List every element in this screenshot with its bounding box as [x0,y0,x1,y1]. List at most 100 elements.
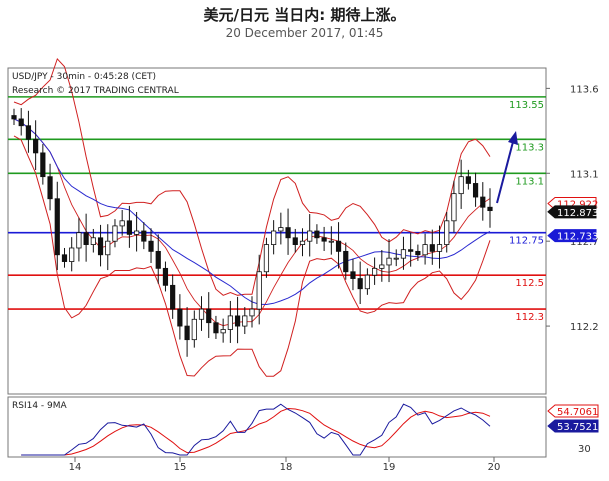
level-label-112.5: 112.5 [515,278,544,289]
rsi-badge-54.7061: 54.7061 [557,407,598,418]
candle-body [141,230,147,242]
candle-body [480,196,486,208]
x-tick-label: 14 [69,462,82,473]
candle-body [206,308,212,324]
candle-body [76,232,82,249]
y-tick-label: 112.2 [570,322,599,333]
candle-body [372,267,378,276]
candle-body [61,254,68,262]
price-badge-112.873: 112.873 [557,208,598,219]
candles [11,108,493,357]
level-label-113.1: 113.1 [515,176,544,187]
candle-body [148,240,154,252]
candle-body [220,329,226,334]
candle-body [54,198,60,256]
candle-body [472,183,479,198]
y-tick-label: 112.7 [570,237,599,248]
rsi-lines [21,403,491,456]
candle-body [242,315,248,327]
level-label-bg [511,277,545,290]
candle-body [292,237,298,245]
candle-body [263,244,270,273]
candle-body [465,176,471,184]
rsi-title: RSI14 - 9MA [12,401,68,411]
candle-body [170,284,176,310]
rsi-badge-shape [547,419,599,433]
main-panel [7,67,547,395]
candle-body [213,322,219,334]
price-badge-112.733: 112.733 [557,232,598,243]
candle-body [177,308,183,327]
candle-body [69,247,75,262]
candle-body [357,278,363,290]
price-badge-shape [547,229,597,243]
y-axis: 113.6 113.1 112.7 112.2 [546,84,599,333]
x-tick-label: 15 [174,462,187,473]
chart-title: 美元/日元 当日内: 期待上涨。 [203,6,406,24]
level-labels: 113.55 113.3 113.1 112.75 112.5 112.3 [509,98,545,324]
level-label-bg [511,98,545,111]
candle-body [47,176,53,200]
level-label-bg [511,311,545,324]
candle-body [436,244,443,252]
forecast-arrow-head [508,131,518,145]
candle-body [119,220,125,227]
rsi-ma-line [21,407,491,456]
level-label-113.3: 113.3 [515,142,544,153]
level-label-112.3: 112.3 [515,312,544,323]
candle-body [83,232,89,245]
price-badge-112.922: 112.922 [557,199,598,210]
candle-body [429,244,435,252]
upper-band [13,57,491,296]
chart-subtitle: 20 December 2017, 01:45 [225,26,384,40]
candle-body [18,118,24,127]
candle-body [343,250,349,273]
candle-body [227,315,233,330]
level-label-bg [511,234,545,247]
candle-body [184,325,190,341]
candle-body [422,244,428,256]
candle-body [335,240,342,252]
candle-body [40,152,46,178]
rsi-line [21,403,491,456]
x-tick-label: 19 [383,462,396,473]
rsi-tick-30: 30 [578,444,591,455]
candle-body [444,220,450,245]
candle-body [487,206,493,212]
candle-body [415,250,421,256]
x-axis: 14 15 18 19 20 [69,457,501,473]
level-label-113.55: 113.55 [509,100,544,111]
candle-body [307,230,313,242]
rsi-badge-shape [547,404,599,418]
y-tick-label: 113.1 [570,169,599,180]
lower-band [13,135,491,377]
candle-body [393,257,399,260]
candle-body [314,230,320,239]
candle-body [25,125,32,140]
candle-body [155,250,161,269]
candle-body [379,264,385,269]
candle-body [400,249,407,259]
candle-body [278,227,284,232]
candle-body [328,240,334,243]
info-line-2: Research © 2017 TRADING CENTRAL [12,86,179,96]
forecast-arrow [496,137,515,204]
x-tick-label: 18 [280,462,293,473]
candle-body [97,237,104,256]
candle-body [271,230,277,245]
candle-body [364,274,370,290]
candle-body [134,230,140,235]
x-tick-label: 20 [488,462,501,473]
candle-body [408,249,414,252]
candle-body [234,315,241,327]
candle-body [112,225,118,242]
candle-body [90,237,96,245]
candle-body [11,115,17,120]
candle-body [299,240,306,245]
candle-body [451,193,457,222]
info-line-1: USD/JPY - 30min - 0:45:28 (CET) [12,72,156,82]
level-lines [8,96,546,310]
candle-body [458,176,464,195]
candle-body [386,257,392,266]
